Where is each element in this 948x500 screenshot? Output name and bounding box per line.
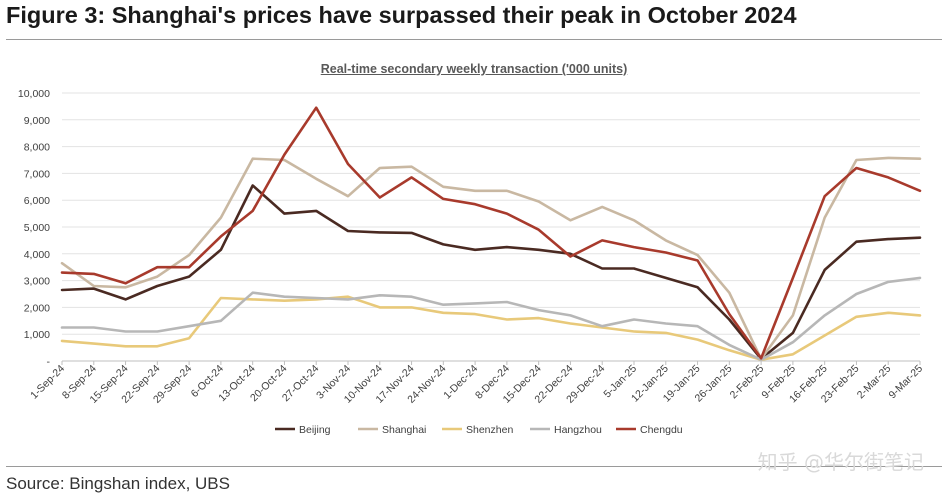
series-line-chengdu (60, 106, 922, 360)
y-tick-label: 1,000 (24, 329, 50, 341)
y-tick-label: 6,000 (24, 195, 50, 207)
series-line-shenzhen (60, 295, 922, 362)
series-line-shanghai (60, 156, 922, 361)
legend-label-chengdu: Chengdu (640, 424, 683, 436)
x-tick-label: 2-Feb-25 (728, 363, 767, 402)
series-lines (60, 106, 922, 362)
chart-title-wrapper: Real-time secondary weekly transaction (… (0, 62, 948, 76)
y-tick-label: - (47, 356, 51, 368)
legend-label-shanghai: Shanghai (382, 424, 426, 436)
footer-rule (6, 466, 942, 467)
y-tick-label: 2,000 (24, 302, 50, 314)
y-tick-label: 5,000 (24, 222, 50, 234)
legend: Beijing Shanghai Shenzhen Hangzhou Chengdu (275, 424, 683, 436)
legend-label-hangzhou: Hangzhou (554, 424, 602, 436)
title-rule (6, 39, 942, 40)
y-axis: - 1,000 2,000 3,000 4,000 5,000 6,000 7,000 8,00… (18, 88, 51, 368)
gridlines (62, 92, 920, 362)
x-tick-label: 9-Mar-25 (887, 363, 926, 402)
y-tick-label: 4,000 (24, 249, 50, 261)
x-axis: 1-Sep-248-Sep-2415-Sep-2422-Sep-2429-Sep… (28, 361, 925, 406)
series-line-hangzhou (60, 276, 922, 362)
legend-label-beijing: Beijing (299, 424, 331, 436)
legend-label-shenzhen: Shenzhen (466, 424, 513, 436)
line-chart: - 1,000 2,000 3,000 4,000 5,000 6,000 7,000 8,00… (18, 88, 925, 436)
series-line-beijing (60, 184, 922, 361)
y-tick-label: 9,000 (24, 115, 50, 127)
y-tick-label: 7,000 (24, 168, 50, 180)
watermark: 知乎 @华尔街笔记 (757, 450, 924, 474)
source-note: Source: Bingshan index, UBS (6, 474, 230, 493)
y-tick-label: 3,000 (24, 276, 50, 288)
y-tick-label: 8,000 (24, 142, 50, 154)
x-tick-label: 2-Mar-25 (855, 363, 894, 402)
y-tick-label: 10,000 (18, 88, 50, 100)
chart-title: Real-time secondary weekly transaction (… (320, 62, 628, 76)
figure-title: Figure 3: Shanghai's prices have surpass… (6, 2, 797, 28)
